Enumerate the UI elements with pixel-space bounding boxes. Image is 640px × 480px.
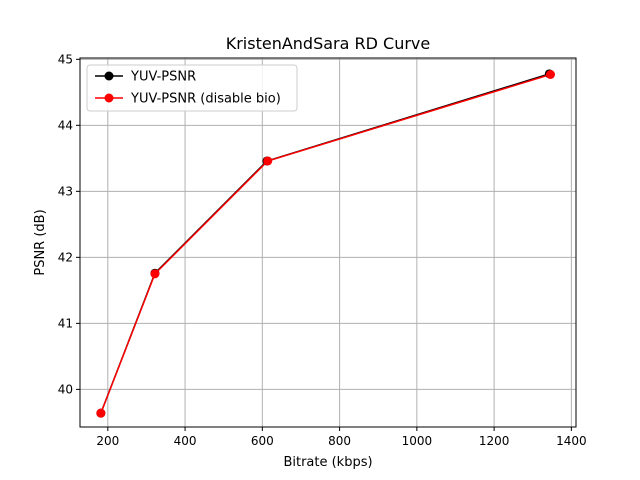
x-axis-label: Bitrate (kbps) — [283, 455, 372, 470]
y-axis-label: PSNR (dB) — [33, 209, 48, 275]
series-1 — [96, 70, 556, 418]
data-point — [546, 70, 556, 80]
axis-ticks: 200 400 600 800 1000 1200 1400 40 41 42 43 44 45 — [58, 52, 587, 448]
y-tick-label: 43 — [58, 184, 73, 198]
legend-marker-yuv-psnr-disable-bio — [104, 93, 114, 103]
y-tick-label: 44 — [58, 118, 73, 132]
series-line — [100, 73, 551, 414]
x-tick-label: 200 — [96, 434, 119, 448]
legend-label-yuv-psnr: YUV-PSNR — [130, 70, 196, 85]
chart-title: KristenAndSara RD Curve — [226, 34, 431, 53]
data-point — [96, 408, 106, 418]
legend-label-yuv-psnr-disable-bio: YUV-PSNR (disable bio) — [130, 92, 281, 107]
y-tick-label: 45 — [58, 52, 73, 66]
legend: YUV-PSNR YUV-PSNR (disable bio) — [86, 64, 298, 112]
plot-frame — [79, 57, 577, 428]
y-tick-label: 40 — [58, 382, 73, 396]
x-tick-label: 600 — [251, 434, 274, 448]
x-tick-label: 1200 — [479, 434, 510, 448]
x-tick-label: 400 — [174, 434, 197, 448]
legend-box — [86, 64, 298, 112]
data-point — [150, 269, 160, 279]
y-tick-label: 42 — [58, 250, 73, 264]
data-point — [263, 156, 273, 166]
y-tick-label: 41 — [58, 316, 73, 330]
data-series — [96, 69, 556, 418]
x-tick-label: 1400 — [556, 434, 587, 448]
x-tick-label: 1000 — [402, 434, 433, 448]
x-tick-label: 800 — [328, 434, 351, 448]
legend-marker-yuv-psnr — [104, 71, 114, 81]
